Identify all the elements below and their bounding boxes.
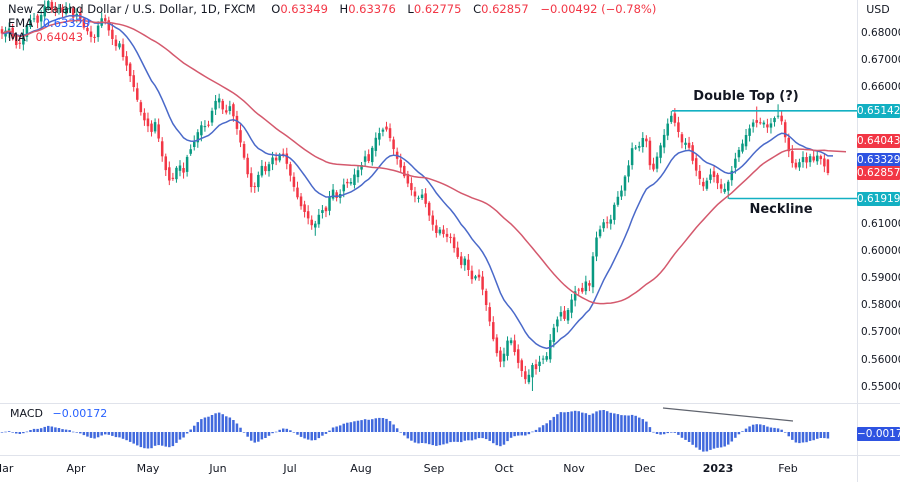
time-tick-label: Jun bbox=[209, 462, 227, 475]
time-tick-label: Mar bbox=[0, 462, 14, 475]
macd-value: −0.00172 bbox=[52, 407, 108, 420]
ma-indicator-row[interactable]: MA 0.64043 bbox=[8, 30, 84, 44]
price-badge: 0.61919 bbox=[857, 191, 900, 206]
time-tick-label: May bbox=[136, 462, 160, 475]
change-value: −0.00492 (−0.78%) bbox=[540, 2, 657, 16]
macd-indicator-row[interactable]: MACD −0.00172 bbox=[10, 407, 108, 420]
time-tick-label: Jul bbox=[283, 462, 297, 475]
price-panel bbox=[0, 0, 847, 391]
symbol-title[interactable]: New Zealand Dollar / U.S. Dollar, 1D, FX… bbox=[8, 2, 256, 16]
price-badge: −0.0017 bbox=[857, 427, 900, 441]
price-badge: 0.65142 bbox=[857, 103, 900, 118]
drawing-tools-layer[interactable] bbox=[662, 110, 857, 422]
time-tick-label: Dec bbox=[634, 462, 656, 475]
time-axis-separator bbox=[0, 455, 900, 456]
high-value: H0.63376 bbox=[339, 2, 396, 16]
price-axis-separator bbox=[857, 0, 858, 482]
price-badge: 0.64043 bbox=[857, 133, 900, 148]
ema-value: 0.63329 bbox=[42, 16, 91, 30]
time-tick-label: Nov bbox=[563, 462, 585, 475]
panel-separator[interactable] bbox=[0, 403, 900, 404]
price-tick-label: 0.55000 bbox=[861, 380, 900, 393]
macd-panel bbox=[0, 410, 830, 452]
time-tick-label: Sep bbox=[423, 462, 445, 475]
price-badge: 0.63329 bbox=[857, 153, 900, 168]
neckline-label[interactable]: Neckline bbox=[749, 202, 813, 217]
ema-indicator-row[interactable]: EMA 0.63329 bbox=[8, 16, 91, 30]
low-value: L0.62775 bbox=[407, 2, 462, 16]
time-tick-label: Feb bbox=[778, 462, 798, 475]
ema-line bbox=[1, 14, 833, 350]
macd-divergence-trendline[interactable] bbox=[662, 407, 794, 422]
symbol-header: New Zealand Dollar / U.S. Dollar, 1D, FX… bbox=[8, 2, 656, 16]
open-value: O0.63349 bbox=[271, 2, 328, 16]
double-top-label[interactable]: Double Top (?) bbox=[693, 89, 799, 104]
ma-line bbox=[1, 19, 847, 305]
price-axis-currency-label: USD bbox=[866, 3, 890, 16]
time-tick-label: Aug bbox=[350, 462, 372, 475]
close-value: C0.62857 bbox=[473, 2, 529, 16]
time-tick-label: Apr bbox=[66, 462, 86, 475]
ma-value: 0.64043 bbox=[35, 30, 84, 44]
price-badge: 0.62857 bbox=[857, 165, 900, 180]
time-tick-label: Oct bbox=[494, 462, 514, 475]
time-tick-label: 2023 bbox=[702, 462, 734, 475]
